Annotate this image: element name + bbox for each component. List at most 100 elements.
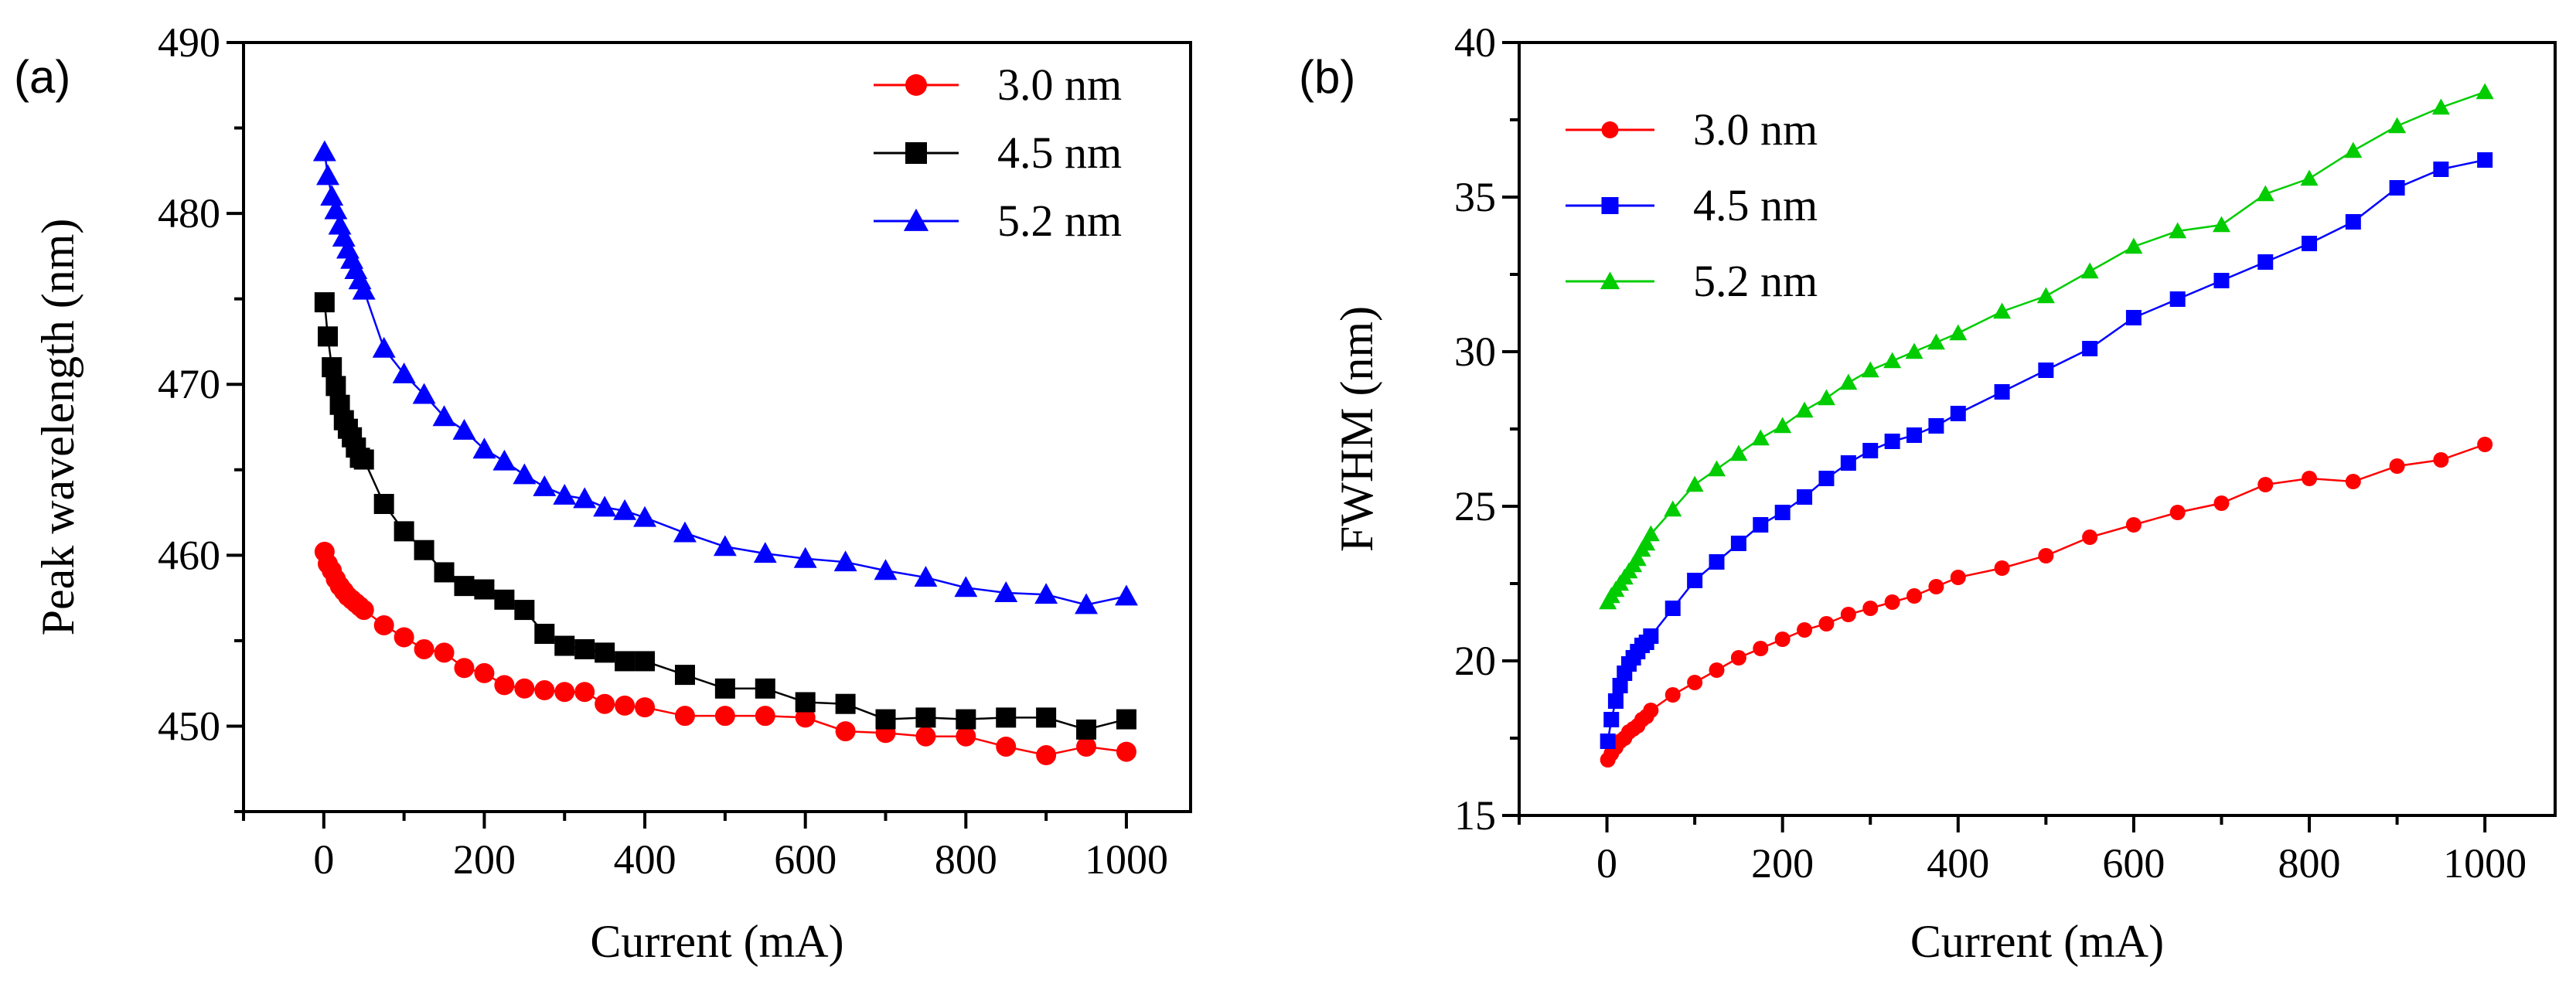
data-point [514, 678, 535, 699]
data-point [414, 540, 434, 560]
data-point [1927, 333, 1945, 350]
data-point [2080, 262, 2099, 279]
data-point [835, 693, 856, 714]
data-point [2388, 117, 2407, 134]
panel-label: (b) [1299, 51, 1355, 103]
data-point [1840, 607, 1856, 622]
legend-label: 4.5 nm [997, 128, 1122, 178]
data-point [1797, 622, 1813, 638]
data-point [1949, 324, 1968, 341]
data-point [1950, 570, 1966, 585]
x-tick-label: 600 [2102, 840, 2165, 887]
data-point [713, 535, 737, 557]
data-point [1861, 361, 1879, 378]
data-point [2389, 180, 2405, 196]
data-point [316, 164, 339, 186]
data-point [1994, 384, 2010, 400]
y-tick-label: 20 [1454, 638, 1496, 684]
data-point [793, 546, 817, 568]
data-point [394, 521, 414, 542]
data-point [353, 449, 374, 470]
data-point [1075, 593, 1098, 614]
series-5-2-nm [1599, 83, 2494, 610]
data-point [994, 581, 1018, 602]
data-point [1641, 525, 1660, 542]
data-point [1607, 693, 1624, 709]
data-point [2433, 162, 2449, 177]
data-point [1751, 429, 1770, 446]
legend-label: 5.2 nm [1693, 256, 1818, 306]
data-point [373, 614, 394, 635]
data-point [2213, 273, 2230, 288]
data-point [1729, 444, 1748, 461]
data-point [454, 576, 475, 597]
data-point [1950, 406, 1966, 421]
x-axis-title: Current (mA) [1910, 916, 2164, 967]
chart-panel-a: 0 200 400 600 800 1000 450 460 470 480 490 Current … [14, 19, 1192, 967]
data-point [534, 680, 555, 701]
y-tick-label: 480 [158, 190, 220, 237]
data-point [412, 383, 436, 404]
y-axis-title: FWHM (nm) [1331, 306, 1382, 552]
data-point [434, 642, 455, 663]
data-point [1839, 373, 1858, 390]
data-point [1905, 342, 1923, 359]
data-point [553, 483, 577, 505]
data-point [534, 624, 555, 645]
data-point [1600, 734, 1616, 749]
data-point [1730, 650, 1746, 666]
x-tick-label: 600 [774, 836, 837, 883]
data-point [714, 706, 735, 727]
data-point [673, 521, 697, 543]
data-point [324, 198, 348, 220]
data-point [914, 566, 938, 587]
x-tick-label: 1000 [1085, 836, 1168, 883]
data-point [1774, 631, 1791, 647]
data-point [996, 736, 1017, 757]
y-tick-label: 490 [158, 19, 220, 66]
legend-marker [905, 74, 927, 96]
data-point [1036, 707, 1057, 728]
data-point [956, 726, 976, 747]
data-point [2169, 222, 2187, 239]
legend-marker [1601, 121, 1619, 138]
series-line [1607, 443, 2486, 761]
data-point [314, 292, 335, 313]
x-tick-label: 400 [614, 836, 676, 883]
data-point [432, 405, 456, 427]
data-point [1906, 588, 1923, 604]
legend-marker [1600, 271, 1620, 290]
data-point [1817, 389, 1835, 406]
data-point [392, 363, 416, 383]
data-point [472, 437, 496, 459]
y-tick-label: 35 [1454, 174, 1496, 220]
data-point [2300, 169, 2319, 186]
data-point [1643, 703, 1659, 718]
data-point [1884, 434, 1900, 449]
data-point [1862, 443, 1879, 458]
data-point [2433, 452, 2449, 468]
data-point [2477, 437, 2493, 452]
data-point [394, 627, 414, 648]
legend-label: 3.0 nm [1693, 104, 1818, 155]
data-point [915, 726, 936, 747]
data-point [1906, 427, 1923, 443]
data-point [835, 721, 856, 742]
data-point [1685, 475, 1704, 492]
data-point [513, 463, 537, 485]
data-point [1709, 662, 1725, 678]
data-point [2256, 185, 2274, 202]
data-point [1753, 641, 1769, 656]
series-4-5-nm [314, 292, 1136, 740]
data-point [414, 638, 434, 659]
data-point [1994, 560, 2010, 576]
series-line [1607, 90, 2486, 603]
data-point [755, 678, 775, 699]
data-point [1076, 719, 1097, 740]
x-tick-label: 1000 [2443, 840, 2527, 887]
data-point [2477, 152, 2493, 168]
series-line [323, 301, 1127, 731]
data-point [1116, 709, 1136, 730]
data-point [795, 707, 816, 728]
data-point [2344, 141, 2363, 158]
